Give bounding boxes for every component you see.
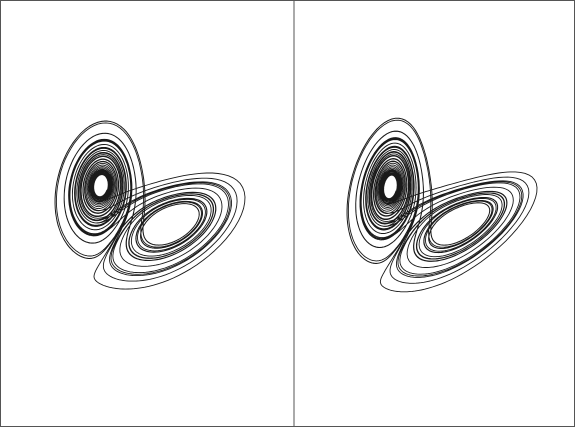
attractor-trajectory-right [346, 117, 538, 293]
attractor-trajectory-left [54, 120, 246, 290]
right-panel-attractor [346, 117, 538, 293]
left-panel-attractor [54, 120, 246, 290]
